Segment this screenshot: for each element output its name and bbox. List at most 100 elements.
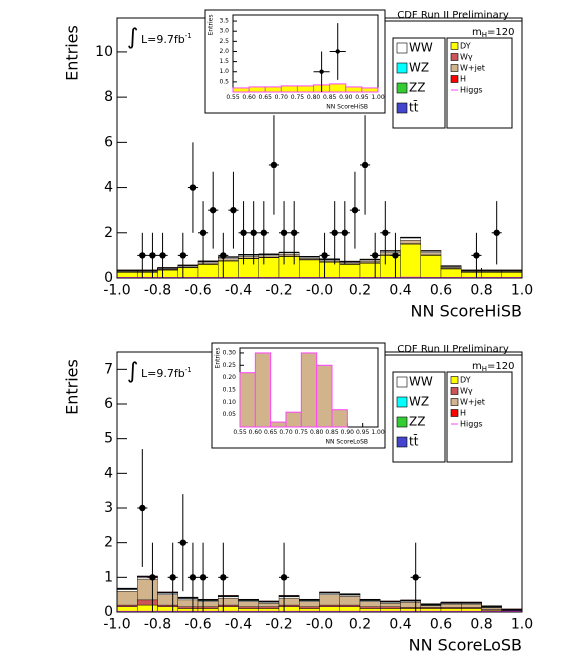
stack-segment [339,264,361,279]
x-tick-label: -0.4 [225,617,252,633]
x-tick-label: 0.6 [430,283,452,299]
legend-label: tt̄ [409,100,419,114]
inset-bar [248,86,266,93]
x-tick-label: 0.90 [341,429,355,436]
stack-segment [218,604,239,607]
stack-segment [278,252,300,255]
x-tick-label: 0.80 [310,429,324,436]
stack-segment [400,602,421,608]
mass-value: =120 [487,27,514,38]
y-tick-label: 4 [104,465,113,481]
mass-subscript: H [482,31,487,39]
y-tick-label: 1.0 [219,68,229,75]
y-tick-label: 6 [104,134,113,150]
x-tick-label: -1.0 [103,617,130,633]
y-tick-label: 10 [95,44,113,60]
x-tick-label: 1.0 [511,283,533,299]
y-tick-label: 0.5 [219,78,229,85]
data-point [493,229,500,236]
legend-label: ZZ [409,81,425,95]
x-tick-label: 0.6 [430,617,452,633]
x-tick-label: 0.2 [349,283,371,299]
x-tick-label: 0.65 [264,429,278,436]
x-tick-label: -0.4 [225,283,252,299]
data-point [220,574,227,581]
data-point [371,252,379,259]
stack-segment [137,578,158,601]
x-axis-label: NN ScoreLoSB [409,636,522,655]
legend-label: DY [460,42,471,51]
data-point [189,574,197,581]
stack-segment [218,596,239,599]
y-tick-label: 3.0 [219,28,229,35]
x-tick-label: 0.60 [249,429,263,436]
stack-segment [420,255,442,279]
stack-segment [319,593,340,595]
x-tick-label: 0.8 [470,617,492,633]
data-point [149,252,156,259]
x-tick-label: 0.80 [307,94,321,101]
stack-segment [157,604,178,607]
stack-segment [339,604,361,607]
stack-segment [299,601,320,607]
legend-swatch [396,82,408,94]
inset-bar [232,87,250,93]
data-point [351,206,359,214]
inset-bar [345,86,363,93]
stack-segment [157,269,178,279]
stack-segment [197,264,219,279]
y-tick-label: 0.05 [223,411,237,418]
data-point [159,252,166,259]
stack-segment [420,252,442,256]
stack-segment [116,589,138,592]
data-point [473,252,480,259]
data-point [260,229,268,236]
legend-swatch [450,387,459,395]
x-tick-label: 1.00 [371,429,385,436]
stack-segment [440,268,462,279]
stack-segment [278,256,300,279]
legend-label: Higgs [460,86,483,95]
stack-segment [380,606,401,609]
stack-segment [116,604,138,607]
legend-box [446,371,513,463]
stack-segment [278,597,300,606]
data-point [179,252,187,259]
data-point [290,229,298,236]
data-point [321,252,328,259]
stack-segment [116,591,138,606]
stack-segment [238,601,259,607]
stack-segment [380,603,401,607]
legend-swatch [396,42,408,54]
stack-segment [177,599,199,607]
stack-segment [359,601,381,607]
y-tick-label: 0.10 [223,399,237,406]
legend-label: WW [409,375,433,389]
inset-bar [296,85,315,93]
x-tick-label: 0.75 [295,429,309,436]
data-point [392,252,399,259]
stack-segment [177,267,199,279]
stack-segment [380,251,401,253]
x-tick-label: 0.70 [279,429,293,436]
legend-label: W+jet [460,64,485,73]
data-point [189,184,197,191]
stack-segment [238,254,259,257]
integral: ∫ [127,359,138,384]
inset-bar [331,409,348,428]
data-point [280,574,288,581]
data-point [335,49,340,54]
x-tick-label: 0.70 [275,94,289,101]
legend-label: Wγ [460,53,473,62]
stack-segment [359,263,381,279]
stack-segment [258,603,280,607]
stack-segment [319,261,340,279]
data-point [412,574,419,581]
data-point [331,229,338,236]
y-tick-label: 0 [104,270,113,286]
data-point [169,574,176,581]
stack-segment [339,594,361,597]
stack-segment [380,255,401,279]
y-tick-label: 2.0 [219,48,229,55]
legend-swatch [396,416,408,428]
